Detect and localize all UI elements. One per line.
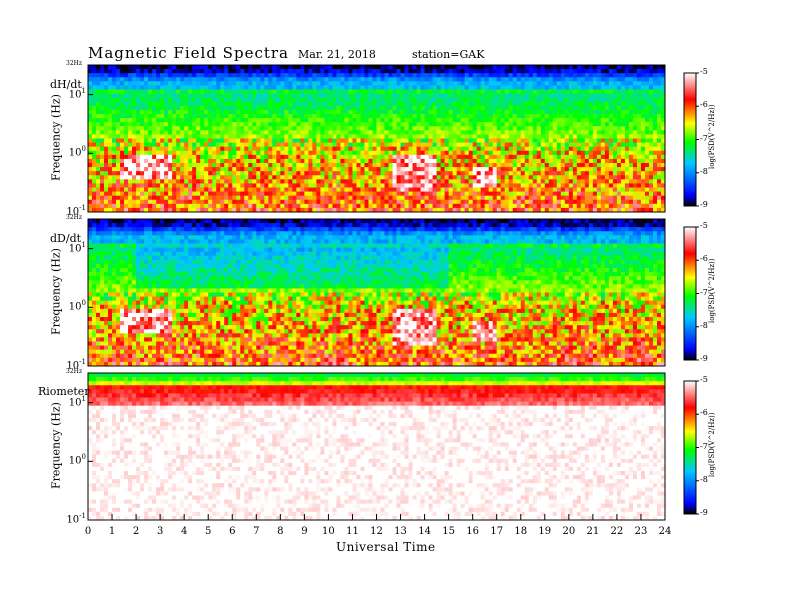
panel-3-cbtick-4: -9 <box>700 508 708 517</box>
panel-3-ytick-0: 10-1 <box>66 512 86 526</box>
panel-3-ytick-1: 100 <box>68 453 86 467</box>
xtick-10: 10 <box>322 526 335 537</box>
panel-1-cbtick-2: -7 <box>700 133 708 143</box>
panel-1-cbtick-1: -6 <box>700 100 708 110</box>
panel-1-cbtick-4: -9 <box>700 200 708 209</box>
xtick-8: 8 <box>277 526 284 537</box>
panel-3-label: Riometer <box>38 385 90 398</box>
panel-2-label: dD/dt <box>50 232 82 245</box>
panel-1-ylabel: Frequency (Hz) <box>49 93 63 181</box>
xtick-3: 3 <box>156 526 164 537</box>
xtick-11: 11 <box>346 526 359 537</box>
xtick-18: 18 <box>514 526 528 537</box>
panel-1-ytick-2: 101 <box>68 86 86 100</box>
xtick-1: 1 <box>108 526 116 537</box>
xtick-23: 23 <box>634 526 648 537</box>
panel-1-ytick-1: 100 <box>68 145 86 159</box>
date-label: Mar. 21, 2018 <box>298 48 376 61</box>
panel-2-ylabel: Frequency (Hz) <box>49 247 63 335</box>
xtick-2: 2 <box>132 526 140 537</box>
panel-3-colorbar-label: log(PSD(V^2/Hz)) <box>708 411 716 477</box>
xtick-9: 9 <box>301 526 308 537</box>
panel-2-cbtick-3: -8 <box>700 320 708 330</box>
xtick-21: 21 <box>586 526 600 537</box>
xtick-15: 15 <box>442 526 455 537</box>
panel-2-top-label: 32Hz <box>66 214 83 221</box>
panel-3-top-label: 32Hz <box>66 368 83 375</box>
xtick-0: 0 <box>84 526 92 537</box>
xtick-7: 7 <box>253 526 260 537</box>
xtick-17: 17 <box>490 526 504 537</box>
panel-2-ytick-0: 10-1 <box>66 358 86 372</box>
xtick-6: 6 <box>229 526 236 537</box>
panel-2-colorbar <box>683 226 697 361</box>
panel-1-top-label: 32Hz <box>66 60 83 67</box>
xtick-20: 20 <box>562 526 576 537</box>
panel-2-colorbar-label: log(PSD(V^2/Hz)) <box>708 257 716 323</box>
xtick-5: 5 <box>205 526 212 537</box>
xtick-12: 12 <box>370 526 383 537</box>
panel-2-ytick-2: 101 <box>68 240 86 254</box>
station-label: station=GAK <box>412 48 485 61</box>
panel-3-cbtick-0: -5 <box>700 375 708 384</box>
xtick-16: 16 <box>466 526 480 537</box>
panel-2-cbtick-2: -7 <box>700 287 708 297</box>
panel-3-cbtick-3: -8 <box>700 474 708 484</box>
panel-3-ytick-2: 101 <box>68 394 86 408</box>
xtick-13: 13 <box>394 526 407 537</box>
panel-2-ytick-1: 100 <box>68 299 86 313</box>
panel-1-label: dH/dt <box>50 78 82 91</box>
xtick-19: 19 <box>538 526 552 537</box>
panel-1-ytick-0: 10-1 <box>66 204 86 218</box>
page-title: Magnetic Field Spectra <box>88 44 289 62</box>
panel-3-cbtick-2: -7 <box>700 441 708 451</box>
panel-1-cbtick-0: -5 <box>700 67 708 76</box>
panel-1-cbtick-3: -8 <box>700 166 708 176</box>
x-axis-label: Universal Time <box>336 540 436 554</box>
panel-2-heatmap <box>87 218 666 367</box>
panel-2-cbtick-1: -6 <box>700 254 708 264</box>
xtick-24: 24 <box>658 526 672 537</box>
panel-3-heatmap <box>87 372 666 521</box>
xtick-22: 22 <box>610 526 624 537</box>
panel-1-heatmap <box>87 64 666 213</box>
panel-3-ylabel: Frequency (Hz) <box>49 401 63 489</box>
panel-2-cbtick-4: -9 <box>700 354 708 363</box>
panel-3-colorbar <box>683 380 697 515</box>
xtick-4: 4 <box>180 526 188 537</box>
panel-3-cbtick-1: -6 <box>700 408 708 418</box>
panel-1-colorbar <box>683 72 697 207</box>
xtick-14: 14 <box>418 526 431 537</box>
panel-1-colorbar-label: log(PSD(V^2/Hz)) <box>708 103 716 169</box>
panel-2-cbtick-0: -5 <box>700 221 708 230</box>
